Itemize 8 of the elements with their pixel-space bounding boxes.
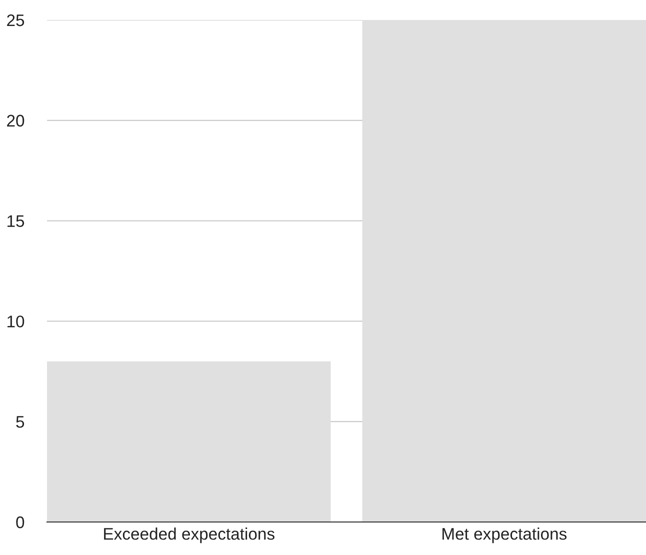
y-tick-label: 10 bbox=[8, 316, 24, 328]
y-tick-label: 5 bbox=[16, 416, 24, 428]
x-tick-label: Met expectations bbox=[442, 528, 567, 544]
y-tick-label: 0 bbox=[16, 516, 24, 528]
y-tick-label: 25 bbox=[7, 14, 24, 26]
x-tick-label: Exceeded expectations bbox=[104, 528, 274, 544]
y-tick-label: 20 bbox=[7, 114, 24, 127]
y-tick-label: 15 bbox=[8, 215, 24, 228]
